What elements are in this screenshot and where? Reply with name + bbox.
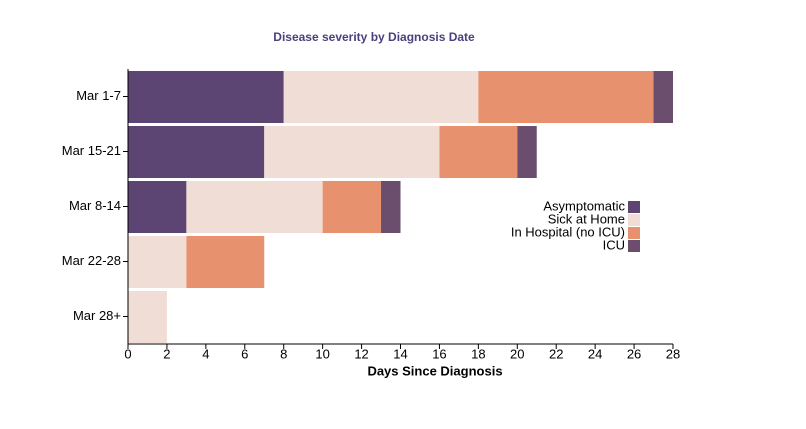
bar-segment: [478, 71, 654, 123]
bar-segment: [186, 181, 323, 233]
bar-segment: [439, 126, 518, 178]
bar-segment: [128, 71, 284, 123]
y-tick-label: Mar 15-21: [62, 143, 121, 158]
x-tick-label: 20: [510, 346, 524, 361]
x-tick-label: 14: [393, 346, 407, 361]
bar-segment: [322, 181, 382, 233]
bar-segment: [186, 236, 265, 288]
legend-swatch: [628, 227, 640, 239]
bar-segment: [381, 181, 401, 233]
x-tick-label: 8: [280, 346, 287, 361]
x-tick-label: 12: [354, 346, 368, 361]
x-tick-label: 28: [666, 346, 680, 361]
x-tick-label: 16: [432, 346, 446, 361]
y-tick-label: Mar 22-28: [62, 253, 121, 268]
bar-segment: [653, 71, 673, 123]
y-tick-label: Mar 8-14: [69, 198, 121, 213]
bar-segment: [264, 126, 440, 178]
x-tick-label: 26: [627, 346, 641, 361]
y-tick-label: Mar 1-7: [76, 88, 121, 103]
bar-segment: [128, 181, 187, 233]
legend-label: In Hospital (no ICU): [511, 224, 625, 239]
x-axis-title: Days Since Diagnosis: [367, 363, 502, 378]
legend-swatch: [628, 201, 640, 213]
bar-segment: [517, 126, 537, 178]
x-tick-label: 0: [124, 346, 131, 361]
legend-label: ICU: [603, 237, 625, 252]
x-tick-label: 4: [202, 346, 209, 361]
bar-segment: [128, 236, 187, 288]
x-tick-label: 10: [315, 346, 329, 361]
legend-label: Asymptomatic: [543, 198, 625, 213]
x-tick-label: 18: [471, 346, 485, 361]
x-tick-label: 6: [241, 346, 248, 361]
legend-swatch: [628, 240, 640, 252]
y-tick-label: Mar 28+: [73, 308, 121, 323]
bar-segment: [128, 126, 265, 178]
legend-swatch: [628, 214, 640, 226]
x-tick-label: 22: [549, 346, 563, 361]
x-tick-label: 24: [588, 346, 602, 361]
bar-segment: [128, 291, 167, 343]
legend-label: Sick at Home: [548, 211, 625, 226]
chart-title: Disease severity by Diagnosis Date: [273, 30, 475, 44]
x-tick-label: 2: [163, 346, 170, 361]
bar-segment: [283, 71, 479, 123]
